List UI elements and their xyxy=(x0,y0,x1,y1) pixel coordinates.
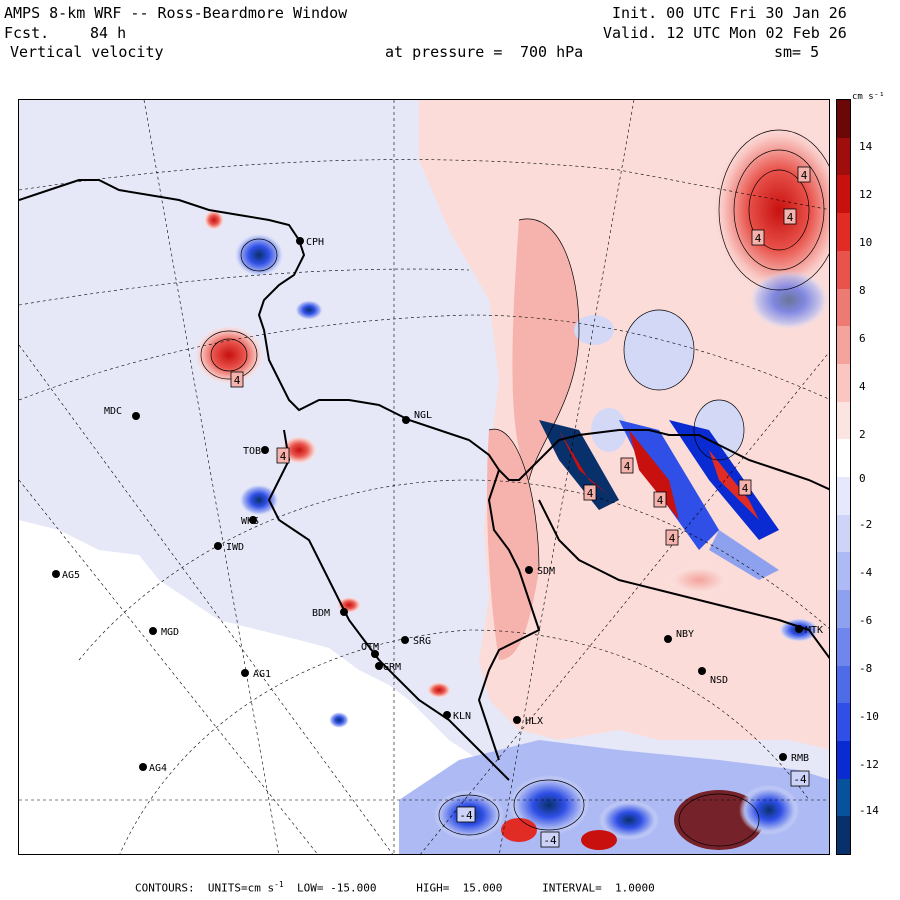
colorbar-band xyxy=(837,514,850,553)
high-label: HIGH= xyxy=(416,881,450,895)
footer-contour-info: CONTOURS: UNITS=cm s-1 LOW= -15.000 HIGH… xyxy=(135,880,655,895)
descent-cell xyxy=(599,800,659,840)
colorbar-band xyxy=(837,439,850,478)
colorbar-band xyxy=(837,363,850,403)
descent-cell xyxy=(739,785,799,835)
descent-feature-left xyxy=(234,233,284,277)
colorbar-tick: 0 xyxy=(859,472,866,485)
positive-band xyxy=(512,218,579,480)
colorbar-tick: -12 xyxy=(859,758,879,771)
negative-patch xyxy=(624,310,694,390)
ascent-feature-tob xyxy=(281,436,317,464)
colorbar-tick: 10 xyxy=(859,236,873,249)
low-label: LOW= xyxy=(296,881,324,895)
colorbar-tick: -2 xyxy=(859,518,873,531)
colorbar-tick: 8 xyxy=(859,284,866,297)
contour-lines xyxy=(200,129,829,847)
strong-ascent-feature xyxy=(709,120,829,300)
map-panel xyxy=(18,99,830,855)
colorbar-band xyxy=(837,213,850,252)
small-ascent xyxy=(669,566,729,594)
forecast-label: Fcst. xyxy=(4,24,50,42)
colorbar-units: cm s⁻¹ xyxy=(852,92,885,102)
colorbar-band xyxy=(837,288,850,327)
descent-feature-whs xyxy=(239,484,279,516)
colorbar-band xyxy=(837,552,850,591)
small-ascent xyxy=(427,682,451,698)
colorbar-tick: 2 xyxy=(859,428,866,441)
low-value: -15.000 xyxy=(330,881,377,895)
small-descent xyxy=(329,712,349,728)
valid-time: Valid. 12 UTC Mon 02 Feb 26 xyxy=(603,24,847,42)
colorbar-tick: -14 xyxy=(859,804,879,817)
descent-cell xyxy=(434,790,504,840)
smoothing: sm= 5 xyxy=(774,43,820,61)
interval-label: INTERVAL= xyxy=(542,881,602,895)
descent-feature-2 xyxy=(295,300,323,320)
init-time: Init. 00 UTC Fri 30 Jan 26 xyxy=(612,4,847,22)
negative-patch xyxy=(591,408,627,452)
ascent-feature-2 xyxy=(204,210,224,230)
ascent-cell xyxy=(501,818,537,842)
colorbar-tick: -10 xyxy=(859,710,879,723)
mountain-wave-band xyxy=(539,420,779,580)
interval-value: 1.0000 xyxy=(614,881,655,895)
colorbar-band xyxy=(837,477,850,516)
ascent-cell xyxy=(581,830,617,850)
negative-patch xyxy=(574,315,614,345)
colorbar xyxy=(836,99,851,855)
colorbar-band xyxy=(837,778,850,817)
colorbar-band xyxy=(837,665,850,704)
field-name: Vertical velocity xyxy=(10,43,164,61)
colorbar-band xyxy=(837,250,850,289)
colorbar-tick: -6 xyxy=(859,614,873,627)
colorbar-tick: -4 xyxy=(859,566,873,579)
colorbar-band xyxy=(837,137,850,176)
colorbar-band xyxy=(837,326,850,365)
pressure-label: at pressure = xyxy=(385,43,503,61)
colorbar-tick: 4 xyxy=(859,380,866,393)
pressure-value: 700 hPa xyxy=(520,43,584,61)
ascent-feature-left xyxy=(194,325,264,385)
colorbar-tick: 6 xyxy=(859,332,866,345)
colorbar-band xyxy=(837,401,850,440)
map-title: AMPS 8-km WRF -- Ross-Beardmore Window xyxy=(4,4,348,22)
colorbar-band xyxy=(837,740,850,780)
colorbar-tick: -8 xyxy=(859,662,873,675)
coastline xyxy=(19,179,829,781)
positive-band-2 xyxy=(487,429,539,660)
colorbar-band xyxy=(837,816,850,855)
high-value: 15.000 xyxy=(462,881,503,895)
vertical-velocity-map xyxy=(19,100,829,854)
colorbar-band xyxy=(837,627,850,666)
colorbar-band xyxy=(837,100,850,139)
colorbar-tick: 14 xyxy=(859,140,873,153)
colorbar-band xyxy=(837,175,850,214)
descent-feature xyxy=(749,270,829,330)
contours-label: CONTOURS: xyxy=(135,881,195,895)
colorbar-tick: 12 xyxy=(859,188,873,201)
colorbar-band xyxy=(837,590,850,629)
descent-cell xyxy=(509,775,589,835)
graticule xyxy=(19,100,829,854)
units-exp: -1 xyxy=(274,880,284,889)
units-label: UNITS=cm s xyxy=(207,881,275,895)
colorbar-band xyxy=(837,703,850,742)
forecast-hours: 84 h xyxy=(90,24,127,42)
